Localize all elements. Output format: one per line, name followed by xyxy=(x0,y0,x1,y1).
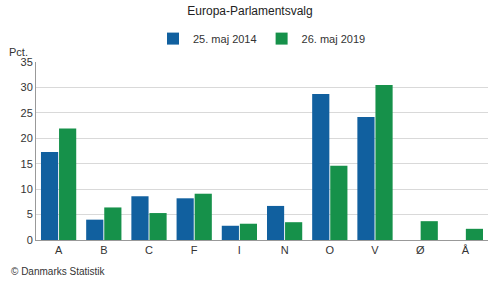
svg-text:A: A xyxy=(55,244,63,256)
svg-text:25. maj 2014: 25. maj 2014 xyxy=(193,33,257,45)
svg-text:F: F xyxy=(191,244,198,256)
svg-text:N: N xyxy=(281,244,289,256)
svg-text:0: 0 xyxy=(27,234,33,246)
svg-text:V: V xyxy=(371,244,379,256)
svg-text:10: 10 xyxy=(21,183,33,195)
svg-text:Ø: Ø xyxy=(416,244,425,256)
svg-text:5: 5 xyxy=(27,208,33,220)
svg-text:25: 25 xyxy=(21,107,33,119)
svg-text:C: C xyxy=(145,244,153,256)
svg-text:B: B xyxy=(100,244,107,256)
svg-text:Europa-Parlamentsvalg: Europa-Parlamentsvalg xyxy=(187,4,312,18)
svg-text:O: O xyxy=(326,244,335,256)
svg-text:30: 30 xyxy=(21,81,33,93)
svg-text:© Danmarks Statistik: © Danmarks Statistik xyxy=(11,266,106,277)
svg-text:Pct.: Pct. xyxy=(9,46,28,58)
svg-text:I: I xyxy=(238,244,241,256)
svg-text:26. maj 2019: 26. maj 2019 xyxy=(302,33,366,45)
svg-text:20: 20 xyxy=(21,132,33,144)
svg-text:Å: Å xyxy=(462,244,470,256)
svg-text:15: 15 xyxy=(21,158,33,170)
svg-text:35: 35 xyxy=(21,56,33,68)
